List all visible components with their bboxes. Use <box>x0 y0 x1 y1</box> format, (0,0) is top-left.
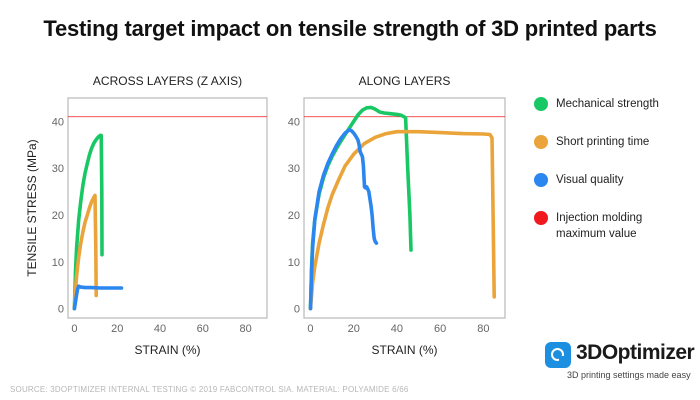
x-tick-label: 60 <box>434 323 446 335</box>
panel-title: ALONG LAYERS <box>359 74 451 88</box>
y-tick-label: 30 <box>52 163 64 175</box>
chart-panel-1: ACROSS LAYERS (Z AXIS) 0 20 40 60 80 0 10 20 30 40… <box>25 74 268 357</box>
chart-title: Testing target impact on tensile strengt… <box>43 16 657 41</box>
source-note: SOURCE: 3DOPTIMIZER INTERNAL TESTING © 2… <box>10 385 409 394</box>
series-line-short-printing-time <box>72 193 98 311</box>
y-tick-label: 30 <box>288 163 300 175</box>
legend-label: Mechanical strength <box>556 98 659 110</box>
legend-dot-icon <box>534 211 548 225</box>
legend-label: Visual quality <box>556 174 624 186</box>
legend-dot-icon <box>534 97 548 111</box>
series-line-visual-quality <box>308 128 379 311</box>
y-tick-label: 10 <box>288 257 300 269</box>
x-tick-label: 80 <box>239 323 251 335</box>
y-axis-label: TENSILE STRESS (MPa) <box>25 139 39 276</box>
series-line-short-printing-time <box>308 129 496 311</box>
legend-item-short-printing-time: Short printing time <box>530 134 695 150</box>
y-tick-label: 20 <box>288 210 300 222</box>
legend-dot-icon <box>534 173 548 187</box>
series-line-mechanical-strength <box>72 133 104 311</box>
y-tick-label: 0 <box>58 304 64 316</box>
y-tick-label: 10 <box>52 257 64 269</box>
brand-tagline: 3D printing settings made easy <box>567 370 691 380</box>
x-axis-label: STRAIN (%) <box>135 343 201 357</box>
brand-name: 3DOptimizer <box>576 341 695 364</box>
x-tick-label: 0 <box>307 323 313 335</box>
x-tick-label: 60 <box>197 323 209 335</box>
y-tick-label: 40 <box>52 116 64 128</box>
panel-title: ACROSS LAYERS (Z AXIS) <box>93 74 242 88</box>
chart-panel-2: ALONG LAYERS 0 20 40 60 80 0 10 20 30 40 STRAIN (%) <box>288 74 506 357</box>
y-tick-label: 20 <box>52 210 64 222</box>
x-tick-label: 0 <box>71 323 77 335</box>
y-tick-label: 40 <box>288 116 300 128</box>
x-tick-label: 40 <box>154 323 166 335</box>
series-line-visual-quality <box>72 284 124 311</box>
brand-block: 3DOptimizer 3D printing settings made ea… <box>545 340 695 390</box>
brand-logo-icon <box>545 342 571 368</box>
x-axis-label: STRAIN (%) <box>372 343 438 357</box>
legend-item-injection-molding-max: Injection molding maximum value <box>530 210 674 242</box>
x-tick-label: 20 <box>348 323 360 335</box>
legend-label: Short printing time <box>556 136 650 148</box>
legend-label: Injection molding maximum value <box>556 212 643 240</box>
legend-item-visual-quality: Visual quality <box>530 172 695 188</box>
y-tick-label: 0 <box>294 304 300 316</box>
x-tick-label: 20 <box>111 323 123 335</box>
x-tick-label: 40 <box>391 323 403 335</box>
legend: Mechanical strength Short printing time … <box>530 96 695 264</box>
legend-item-mechanical-strength: Mechanical strength <box>530 96 695 112</box>
legend-dot-icon <box>534 135 548 149</box>
x-tick-label: 80 <box>477 323 489 335</box>
